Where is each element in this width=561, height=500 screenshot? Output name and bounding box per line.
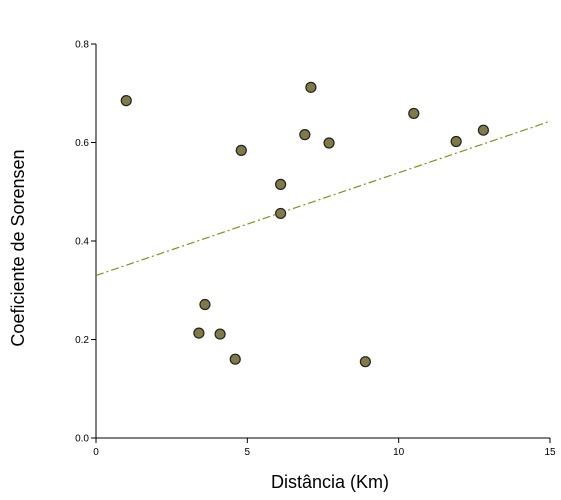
x-tick-label: 0: [93, 447, 99, 458]
x-tick-label: 10: [393, 447, 405, 458]
y-tick-label: 0.4: [75, 237, 89, 248]
x-axis-title: Distância (Km): [271, 472, 389, 492]
data-point: [299, 129, 311, 141]
x-tick-label: 15: [544, 447, 556, 458]
data-point: [305, 81, 317, 93]
data-point: [214, 328, 226, 340]
y-tick-label: 0.6: [75, 138, 89, 149]
data-point: [275, 207, 287, 220]
data-point: [229, 353, 241, 365]
data-point: [193, 327, 205, 339]
data-points: [120, 81, 490, 368]
data-point: [275, 178, 287, 190]
y-axis-title: Coeficiente de Sorensen: [8, 149, 28, 346]
y-ticks: 0.0 0.2 0.4 0.6 0.8: [75, 40, 96, 445]
data-point: [477, 124, 490, 136]
data-point: [359, 356, 371, 368]
trend-line: [95, 120, 551, 277]
axes: [95, 44, 550, 439]
data-point: [408, 107, 420, 120]
y-tick-label: 0.0: [75, 434, 89, 445]
data-point: [323, 137, 335, 149]
x-tick-label: 5: [245, 447, 251, 458]
y-tick-label: 0.2: [75, 335, 89, 346]
data-point: [199, 298, 211, 311]
x-ticks: 0 5 10 15: [93, 438, 556, 458]
data-point: [235, 144, 247, 156]
y-tick-label: 0.8: [75, 40, 89, 51]
data-point: [450, 135, 462, 148]
data-point: [120, 95, 132, 107]
